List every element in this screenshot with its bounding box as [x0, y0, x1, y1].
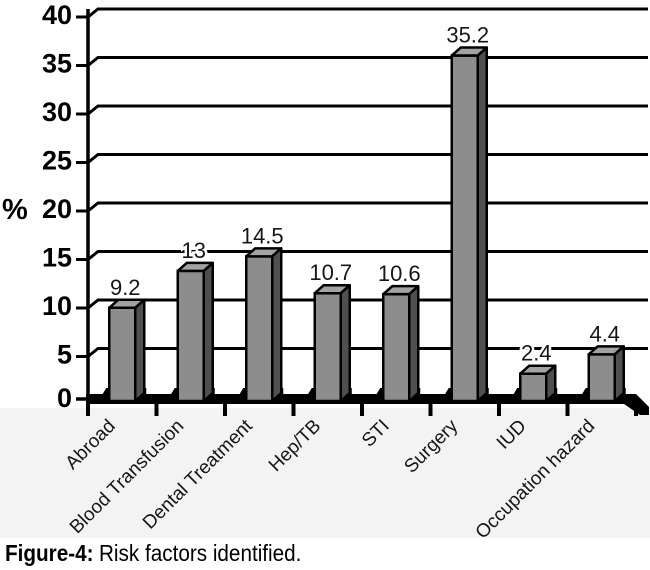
bar-front [245, 255, 274, 403]
gridline [76, 201, 648, 213]
y-axis-tick-label: 0 [57, 383, 72, 413]
bar-front [108, 306, 137, 403]
bar-value-label: 9.2 [110, 275, 141, 300]
bar-value-label: 14.5 [241, 223, 284, 248]
bar-side [339, 283, 351, 403]
gridline [76, 56, 648, 67]
bar-side [545, 364, 557, 403]
bar-value-label: 10.6 [378, 261, 421, 286]
y-axis-tick-label: 5 [57, 340, 72, 370]
category-label: STI [358, 416, 394, 452]
bar-value-label: 13 [182, 238, 206, 263]
gridline [76, 7, 648, 19]
bar-front [176, 269, 205, 403]
x-axis-line [86, 394, 634, 404]
bar-side [476, 46, 488, 403]
bar-value-label: 4.4 [589, 321, 620, 346]
bar-value-label: 2.4 [521, 341, 552, 366]
y-axis-tick-label: 20 [42, 194, 72, 224]
bar-side [271, 247, 283, 403]
gridline [76, 104, 648, 116]
gridline [76, 250, 648, 261]
bar-side [134, 298, 146, 403]
category-label: Hep/TB [265, 416, 325, 476]
category-label: Abroad [62, 416, 120, 474]
figure-caption-text: Risk factors identified. [98, 540, 302, 566]
y-axis-tick-label: 35 [42, 49, 72, 79]
gridline [76, 153, 648, 164]
bar-front [313, 291, 342, 403]
y-axis-unit-label: % [2, 194, 28, 226]
risk-factors-bar-chart: 0 5 10 15 20 25 30 35 40% 9.2 Abroad 13 Blood Transf… [2, 0, 649, 544]
bar-side [408, 284, 420, 403]
y-axis-tick-label: 10 [42, 291, 72, 321]
y-axis-tick-label: 30 [42, 97, 72, 127]
gridline [76, 298, 648, 310]
category-label: IUD [493, 416, 531, 454]
bar-side [202, 261, 214, 403]
y-axis-tick-label: 15 [42, 243, 72, 273]
bar-value-label: 10.7 [309, 260, 352, 285]
category-label: Surgery [400, 415, 462, 477]
figure-caption-label: Figure-4: [5, 540, 94, 566]
bar-front [382, 292, 411, 403]
figure-caption: Figure-4: Risk factors identified. [5, 540, 301, 567]
bar-value-label: 35.2 [446, 23, 489, 48]
category-label: Blood Transfusion [66, 416, 188, 538]
gridline [76, 347, 648, 358]
y-axis-tick-label: 25 [42, 146, 72, 176]
category-label-band [0, 408, 650, 538]
y-axis-tick-label: 40 [42, 0, 72, 30]
bar-side [613, 345, 625, 403]
bar-front [450, 54, 479, 403]
category-label: Occupation hazard [472, 416, 600, 544]
bar-front [519, 372, 548, 403]
bar-front [587, 353, 616, 403]
